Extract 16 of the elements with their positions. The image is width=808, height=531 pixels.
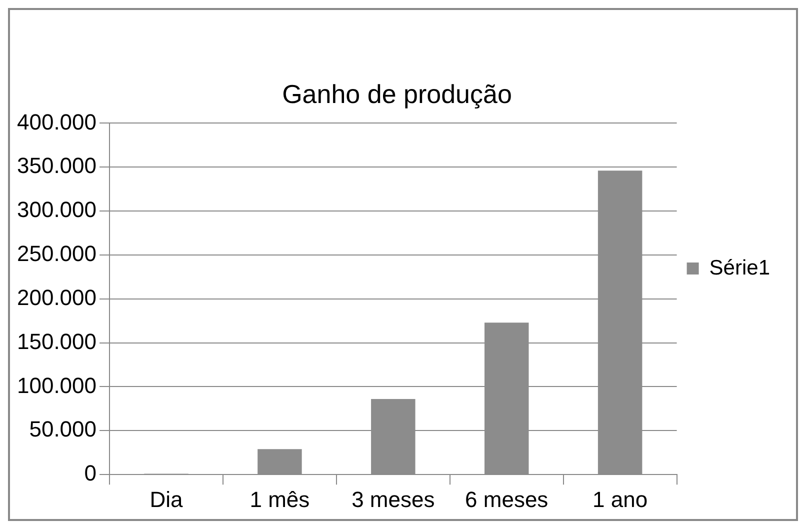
x-tick-label: 1 mês (250, 486, 310, 512)
x-tick-label: Dia (150, 486, 184, 512)
y-tick-label: 300.000 (16, 197, 97, 222)
y-tick-label: 150.000 (16, 328, 97, 354)
legend-label: Série1 (709, 256, 770, 280)
y-tick-label: 0 (84, 460, 97, 486)
chart-title: Ganho de produção (282, 78, 512, 109)
y-tick-label: 400.000 (16, 109, 97, 134)
x-tick-label: 1 ano (592, 486, 648, 512)
y-tick-label: 100.000 (16, 372, 97, 398)
x-tick-label: 6 meses (465, 486, 548, 512)
y-tick-label: 250.000 (16, 241, 97, 266)
y-tick-label: 50.000 (29, 416, 97, 442)
x-tick-label: 3 meses (352, 486, 435, 512)
y-tick-label: 350.000 (16, 153, 97, 178)
y-tick-label: 200.000 (16, 284, 97, 310)
